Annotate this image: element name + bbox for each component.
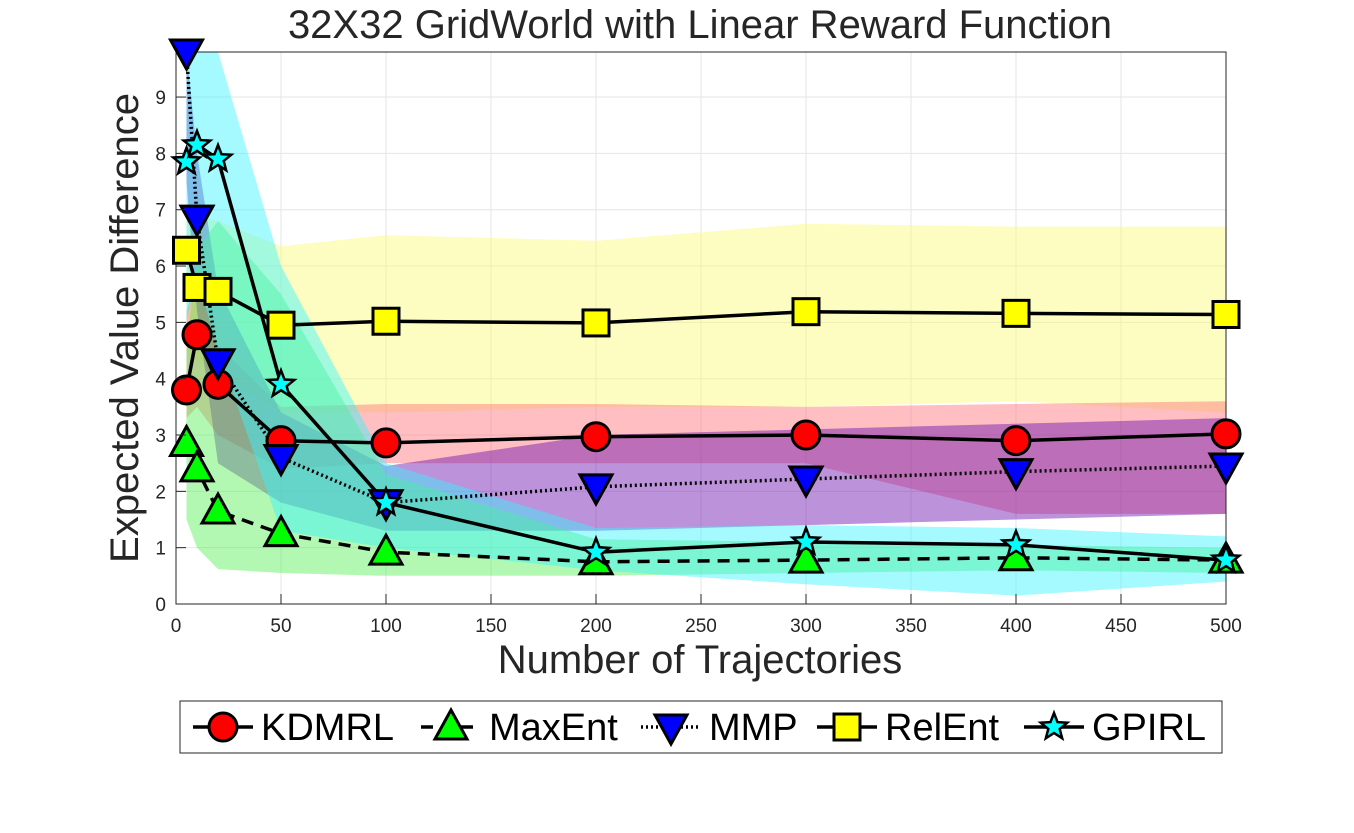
point-relent bbox=[581, 308, 611, 338]
legend-label-mmp: MMP bbox=[709, 707, 798, 749]
legend-label-kdmrl: KDMRL bbox=[261, 707, 394, 749]
point-mmp bbox=[787, 465, 825, 500]
x-axis-label: Number of Trajectories bbox=[498, 638, 903, 682]
point-kdmrl bbox=[790, 419, 822, 451]
x-tick-label: 250 bbox=[685, 616, 717, 637]
legend: KDMRL MaxEnt MMP RelEnt GPIRL bbox=[179, 700, 1223, 754]
y-tick-label: 4 bbox=[155, 370, 166, 391]
point-kdmrl bbox=[1000, 425, 1032, 457]
legend-marker-maxent bbox=[432, 706, 470, 741]
point-kdmrl bbox=[171, 374, 202, 406]
y-tick-label: 5 bbox=[155, 313, 166, 334]
band-relent bbox=[186, 209, 1226, 413]
y-tick-label: 1 bbox=[155, 539, 166, 560]
point-relent bbox=[203, 276, 233, 306]
x-tick-label: 200 bbox=[580, 616, 612, 637]
point-kdmrl bbox=[181, 319, 213, 351]
band-gpirl bbox=[186, 52, 1226, 596]
legend-label-maxent: MaxEnt bbox=[489, 707, 618, 749]
legend-label-relent: RelEnt bbox=[885, 707, 999, 749]
series-markers bbox=[167, 38, 1245, 576]
point-gpirl bbox=[579, 534, 613, 567]
y-tick-label: 0 bbox=[155, 595, 166, 616]
point-mmp bbox=[199, 348, 237, 382]
point-maxent bbox=[167, 423, 206, 457]
point-gpirl bbox=[264, 366, 298, 399]
point-mmp bbox=[178, 204, 216, 239]
point-maxent bbox=[199, 490, 237, 525]
y-tick-label: 8 bbox=[155, 144, 166, 165]
chart-title: 32X32 GridWorld with Linear Reward Funct… bbox=[288, 3, 1112, 47]
y-tick-label: 3 bbox=[155, 426, 166, 447]
x-tick-label: 500 bbox=[1210, 616, 1242, 637]
point-kdmrl bbox=[370, 427, 402, 459]
point-mmp bbox=[577, 473, 615, 507]
point-maxent bbox=[178, 448, 216, 483]
point-maxent bbox=[787, 539, 825, 574]
y-axis-ticks: 0 1 2 3 4 5 6 7 8 9 bbox=[155, 88, 186, 616]
point-relent bbox=[371, 306, 401, 336]
y-tick-label: 7 bbox=[155, 201, 166, 222]
x-axis-ticks: 0 50 100 150 200 250 300 350 400 450 500 bbox=[171, 594, 1242, 637]
point-maxent bbox=[262, 513, 300, 548]
point-mmp bbox=[262, 444, 300, 478]
x-tick-label: 50 bbox=[270, 616, 291, 637]
legend-marker-gpirl bbox=[1037, 709, 1071, 742]
x-tick-label: 400 bbox=[1000, 616, 1032, 637]
point-relent bbox=[1001, 298, 1031, 328]
point-relent bbox=[172, 235, 201, 265]
x-tick-label: 0 bbox=[171, 616, 182, 637]
y-tick-label: 6 bbox=[155, 257, 166, 278]
point-maxent bbox=[367, 532, 405, 566]
point-kdmrl bbox=[580, 421, 612, 453]
legend-marker-mmp bbox=[652, 713, 690, 748]
x-tick-label: 100 bbox=[370, 616, 402, 637]
legend-marker-relent bbox=[832, 712, 862, 742]
point-gpirl bbox=[369, 485, 403, 517]
point-gpirl bbox=[180, 127, 214, 160]
point-gpirl bbox=[999, 527, 1033, 560]
x-tick-label: 350 bbox=[895, 616, 927, 637]
x-tick-label: 150 bbox=[475, 616, 507, 637]
y-tick-label: 9 bbox=[155, 88, 166, 109]
point-gpirl bbox=[201, 141, 235, 174]
legend-marker-kdmrl bbox=[207, 711, 239, 743]
point-mmp bbox=[997, 458, 1035, 492]
band-kdmrl bbox=[186, 277, 1226, 514]
x-tick-label: 450 bbox=[1105, 616, 1137, 637]
y-tick-label: 2 bbox=[155, 482, 166, 503]
y-axis-label: Expected Value Difference bbox=[103, 93, 147, 563]
point-mmp bbox=[1207, 452, 1245, 487]
point-relent bbox=[791, 297, 821, 327]
x-tick-label: 300 bbox=[790, 616, 822, 637]
point-gpirl bbox=[1209, 542, 1243, 575]
legend-label-gpirl: GPIRL bbox=[1092, 707, 1206, 749]
point-relent bbox=[1211, 299, 1241, 329]
point-relent bbox=[266, 310, 296, 340]
point-kdmrl bbox=[1210, 418, 1242, 450]
point-gpirl bbox=[169, 144, 204, 177]
point-gpirl bbox=[789, 524, 823, 557]
point-mmp bbox=[167, 38, 206, 73]
